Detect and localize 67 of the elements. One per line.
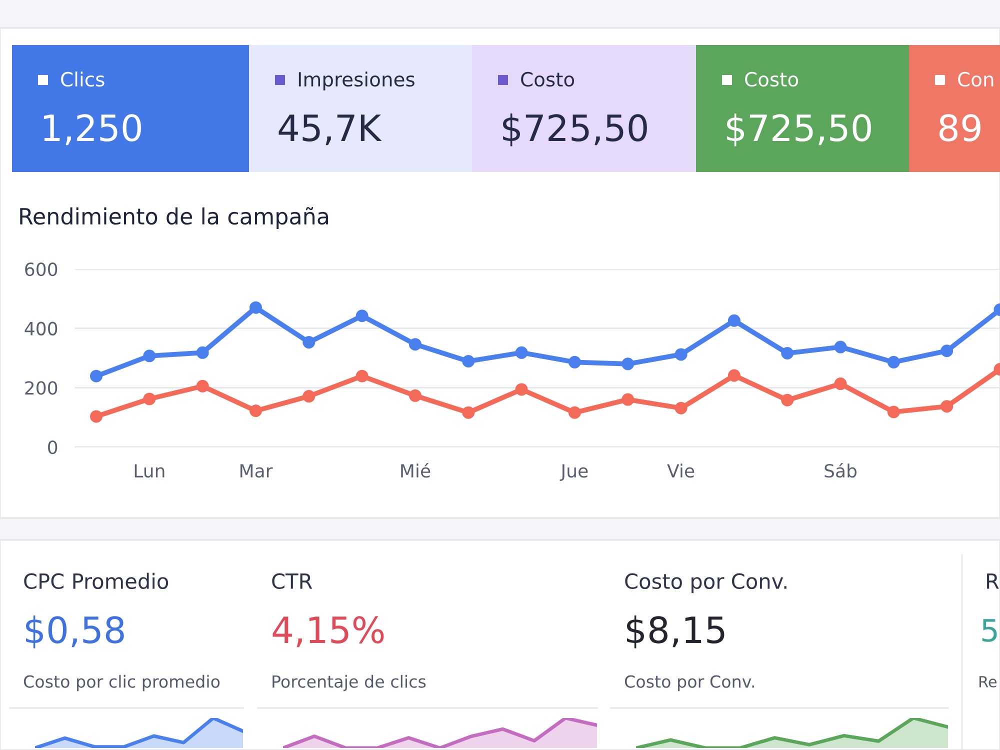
y-tick-label: 400 (24, 322, 58, 336)
point (674, 348, 688, 361)
point (356, 310, 368, 322)
text: Con (958, 72, 994, 87)
text: $725,50 (502, 114, 647, 146)
point (515, 346, 528, 359)
point (622, 393, 634, 406)
chart-title: Costo por Conv. (625, 573, 786, 594)
point (462, 355, 475, 368)
point (408, 389, 422, 402)
text: Re (980, 676, 997, 688)
chart-title: CPC Promedio (24, 572, 168, 590)
text: 5 (982, 619, 997, 642)
text: Costo (521, 72, 574, 87)
point (249, 404, 262, 418)
chart-title: CTR (272, 573, 312, 590)
point (728, 314, 740, 327)
point (834, 378, 847, 390)
x-tick-label: Sáb (824, 462, 857, 478)
point (887, 356, 900, 368)
x-tick-label: Jue (560, 464, 588, 481)
point (249, 301, 262, 314)
point (940, 400, 954, 413)
point (568, 356, 581, 368)
text: Impresiones (298, 72, 414, 90)
text: Costo por clic promedio (24, 674, 220, 692)
text: R (987, 574, 999, 589)
point (462, 406, 475, 419)
point (781, 394, 794, 406)
point (781, 347, 794, 360)
text: 1,250 (44, 114, 141, 146)
y-tick-label: 600 (25, 262, 58, 276)
point (143, 350, 156, 362)
x-tick-label: Mar (240, 464, 273, 478)
chart-subtitle: 4,15% (272, 616, 384, 648)
text: Porcentaje de clics (272, 674, 426, 692)
x-tick-label: Lun (134, 464, 164, 478)
text: Costo por Conv. (624, 675, 754, 692)
x-tick-label: Mié (401, 462, 430, 478)
point (90, 370, 103, 382)
point (90, 410, 103, 423)
point (196, 380, 209, 392)
text: Clics (61, 72, 104, 87)
point (408, 338, 422, 351)
point (302, 336, 316, 349)
point (834, 340, 847, 354)
point (568, 406, 581, 419)
text: 89 (939, 114, 980, 142)
text: Costo (745, 72, 798, 87)
text: 45,7K (278, 114, 382, 146)
text: $725,50 (726, 114, 871, 146)
point (302, 390, 316, 403)
point (196, 346, 209, 359)
point (356, 370, 368, 382)
y-tick-label: 200 (25, 381, 58, 395)
point (674, 402, 688, 414)
chart-subtitle: $8,15 (626, 616, 724, 648)
point (622, 358, 634, 370)
y-tick-label: 0 (48, 440, 58, 454)
point (515, 383, 528, 396)
point (887, 406, 900, 418)
point (940, 344, 954, 358)
chart-subtitle: $0,58 (26, 616, 124, 648)
point (728, 369, 740, 382)
point (143, 392, 156, 406)
x-tick-label: Vie (667, 464, 694, 478)
chart-title: Rendimiento de la campaña (20, 207, 328, 229)
